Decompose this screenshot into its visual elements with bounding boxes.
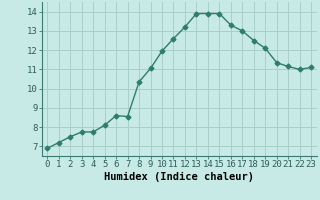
X-axis label: Humidex (Indice chaleur): Humidex (Indice chaleur) [104,172,254,182]
